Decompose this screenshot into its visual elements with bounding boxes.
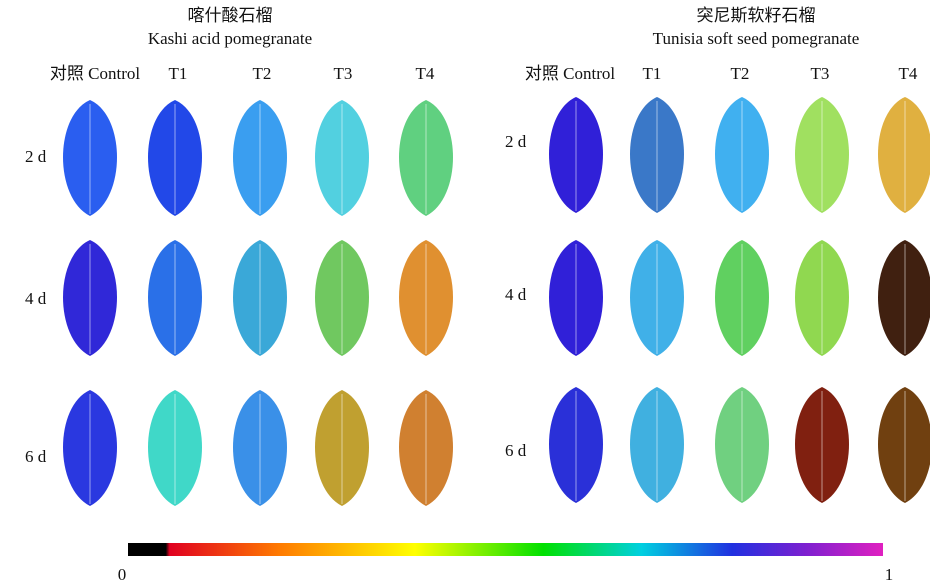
leaf — [795, 387, 849, 503]
column-label: T4 — [899, 64, 918, 83]
column-label: T3 — [811, 64, 830, 83]
leaf — [233, 390, 287, 506]
column-label: 对照 Control — [525, 64, 615, 83]
panel-title: 喀什酸石榴 — [188, 6, 273, 25]
leaf — [399, 240, 453, 356]
leaf — [315, 240, 369, 356]
leaf — [315, 100, 369, 216]
figure: 0 1 喀什酸石榴 Kashi acid pomegranate 对照 Contro… — [0, 0, 930, 588]
leaf — [878, 240, 930, 356]
leaf — [63, 100, 117, 216]
leaf — [148, 390, 202, 506]
leaf — [233, 100, 287, 216]
leaf — [148, 240, 202, 356]
leaf — [63, 390, 117, 506]
colorbar-min: 0 — [118, 565, 127, 584]
panel-subtitle: Tunisia soft seed pomegranate — [653, 29, 860, 48]
leaf — [878, 97, 930, 213]
column-label: T2 — [731, 64, 750, 83]
leaf — [630, 240, 684, 356]
leaf — [233, 240, 287, 356]
leaf — [795, 97, 849, 213]
panel-title: 突尼斯软籽石榴 — [697, 6, 816, 25]
leaf — [549, 387, 603, 503]
leaf — [399, 100, 453, 216]
column-label: 对照 Control — [50, 64, 140, 83]
column-label: T1 — [643, 64, 662, 83]
leaf — [148, 100, 202, 216]
leaf-blade — [878, 240, 930, 356]
column-label: T3 — [334, 64, 353, 83]
leaf-blade — [878, 97, 930, 213]
panel-subtitle: Kashi acid pomegranate — [148, 29, 312, 48]
column-label: T4 — [416, 64, 435, 83]
leaf — [795, 240, 849, 356]
row-label: 6 d — [25, 447, 47, 466]
leaf — [630, 97, 684, 213]
leaf-blade — [878, 387, 930, 503]
leaf — [715, 387, 769, 503]
leaf — [63, 240, 117, 356]
leaf — [399, 390, 453, 506]
row-label: 2 d — [505, 132, 527, 151]
leaf — [315, 390, 369, 506]
leaf — [878, 387, 930, 503]
column-label: T1 — [169, 64, 188, 83]
row-label: 4 d — [25, 289, 47, 308]
colorbar — [128, 543, 883, 556]
leaf — [549, 240, 603, 356]
row-label: 6 d — [505, 441, 527, 460]
row-label: 2 d — [25, 147, 47, 166]
leaf — [549, 97, 603, 213]
leaf — [630, 387, 684, 503]
column-label: T2 — [253, 64, 272, 83]
colorbar-max: 1 — [885, 565, 894, 584]
leaf — [715, 97, 769, 213]
row-label: 4 d — [505, 285, 527, 304]
leaf — [715, 240, 769, 356]
